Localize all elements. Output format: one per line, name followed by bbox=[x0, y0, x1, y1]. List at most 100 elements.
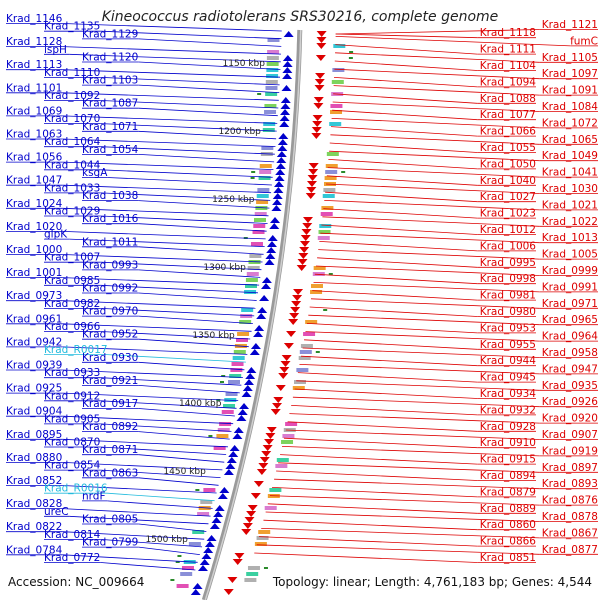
leader-line bbox=[256, 544, 540, 555]
leader-line bbox=[138, 477, 219, 486]
function-box bbox=[265, 92, 278, 96]
function-box bbox=[296, 368, 309, 372]
function-box bbox=[203, 488, 216, 492]
forward-gene-arrow bbox=[265, 253, 276, 259]
function-box bbox=[323, 188, 336, 192]
gene-label: Krad_0945 bbox=[480, 372, 536, 384]
forward-gene-arrow bbox=[217, 493, 228, 499]
backbone-highlight bbox=[204, 29, 302, 600]
forward-gene-arrow bbox=[282, 73, 293, 79]
gene-marker bbox=[315, 351, 320, 353]
gene-label: Krad_R0017 bbox=[44, 344, 108, 356]
reverse-gene-arrow bbox=[314, 85, 325, 91]
reverse-gene-arrow bbox=[300, 235, 311, 241]
gene-label: Krad_0971 bbox=[542, 298, 598, 310]
forward-gene-arrow bbox=[276, 151, 287, 157]
leader-line bbox=[62, 462, 223, 471]
leader-line bbox=[335, 33, 478, 39]
leader-line bbox=[258, 536, 478, 547]
backbone-arc bbox=[201, 29, 303, 600]
gene-label: Krad_1030 bbox=[542, 183, 598, 195]
reverse-gene-arrow bbox=[264, 439, 275, 445]
scale-tick-label: 1250 kbp bbox=[212, 195, 255, 205]
gene-label: Krad_0893 bbox=[542, 478, 598, 490]
forward-gene-arrow bbox=[253, 331, 264, 337]
leader-line bbox=[313, 282, 540, 293]
gene-label: Krad_1013 bbox=[542, 232, 598, 244]
gene-label: Krad_0917 bbox=[82, 398, 138, 410]
gene-label: ureC bbox=[44, 506, 69, 518]
reverse-gene-arrow bbox=[315, 55, 326, 61]
reverse-gene-arrow bbox=[223, 589, 234, 595]
function-box bbox=[282, 434, 295, 438]
function-box bbox=[285, 422, 298, 426]
reverse-gene-arrow bbox=[227, 577, 238, 583]
forward-gene-arrow bbox=[197, 565, 208, 571]
gene-label: Krad_0905 bbox=[44, 413, 100, 425]
forward-gene-arrow bbox=[232, 433, 243, 439]
leader-line bbox=[324, 200, 540, 211]
gene-label: Krad_0998 bbox=[480, 273, 536, 285]
gene-label: Krad_1065 bbox=[542, 134, 598, 146]
reverse-gene-arrow bbox=[303, 217, 313, 223]
function-box bbox=[229, 374, 242, 378]
leader-line bbox=[62, 277, 260, 286]
forward-gene-arrow bbox=[271, 205, 282, 211]
reverse-gene-arrow bbox=[256, 469, 267, 475]
gene-marker bbox=[208, 435, 213, 437]
gene-label: Krad_1055 bbox=[480, 142, 536, 154]
function-box bbox=[329, 122, 342, 126]
gene-label: Krad_0930 bbox=[82, 352, 138, 364]
forward-gene-arrow bbox=[281, 85, 292, 91]
gene-label: Krad_1022 bbox=[542, 216, 598, 228]
reverse-gene-arrow bbox=[316, 37, 327, 43]
gene-label: Krad_0952 bbox=[82, 329, 138, 341]
leader-line bbox=[138, 246, 264, 255]
gene-label: nrdF bbox=[82, 490, 106, 502]
function-box bbox=[227, 380, 240, 384]
gene-label: Krad_R0016 bbox=[44, 483, 108, 495]
function-box bbox=[230, 368, 243, 372]
scale-tick-label: 1300 kbp bbox=[203, 263, 246, 273]
gene-marker bbox=[263, 567, 268, 569]
forward-gene-arrow bbox=[246, 367, 257, 373]
leader-line bbox=[321, 224, 478, 235]
gene-marker bbox=[251, 171, 256, 173]
gene-label: Krad_0934 bbox=[480, 388, 537, 400]
gene-label: ksgA bbox=[82, 167, 108, 179]
gene-label: Krad_0889 bbox=[480, 503, 536, 515]
forward-gene-arrow bbox=[245, 373, 256, 379]
reverse-gene-arrow bbox=[312, 121, 323, 127]
forward-gene-arrow bbox=[275, 163, 286, 169]
reverse-gene-arrow bbox=[288, 319, 299, 325]
gene-label: Krad_1029 bbox=[44, 206, 100, 218]
gene-label: Krad_0961 bbox=[6, 313, 62, 325]
function-box bbox=[319, 224, 332, 228]
gene-label: Krad_0904 bbox=[6, 406, 63, 418]
gene-label: Krad_1070 bbox=[44, 113, 100, 125]
gene-label: Krad_0964 bbox=[542, 331, 599, 343]
reverse-gene-arrow bbox=[250, 493, 261, 499]
leader-line bbox=[331, 118, 540, 129]
leader-line bbox=[138, 408, 235, 417]
leader-line bbox=[325, 183, 540, 194]
function-box bbox=[225, 392, 238, 396]
gene-label: Krad_0925 bbox=[6, 383, 62, 395]
scale-tick-label: 1500 kbp bbox=[145, 535, 188, 545]
leader-line bbox=[62, 438, 228, 448]
leader-line bbox=[69, 515, 209, 525]
function-box bbox=[325, 164, 338, 168]
gene-label: Krad_0879 bbox=[480, 486, 536, 498]
forward-gene-arrow bbox=[280, 103, 291, 109]
leader-line bbox=[138, 292, 257, 301]
function-box bbox=[266, 56, 279, 60]
gene-label: Krad_1001 bbox=[6, 267, 62, 279]
function-box bbox=[265, 80, 278, 84]
leader-line bbox=[62, 508, 211, 517]
reverse-gene-arrow bbox=[306, 187, 317, 193]
function-box bbox=[259, 170, 272, 174]
gene-label: Krad_0895 bbox=[6, 429, 62, 441]
function-box bbox=[266, 68, 279, 72]
forward-gene-arrow bbox=[277, 139, 288, 145]
leader-line bbox=[296, 380, 540, 391]
